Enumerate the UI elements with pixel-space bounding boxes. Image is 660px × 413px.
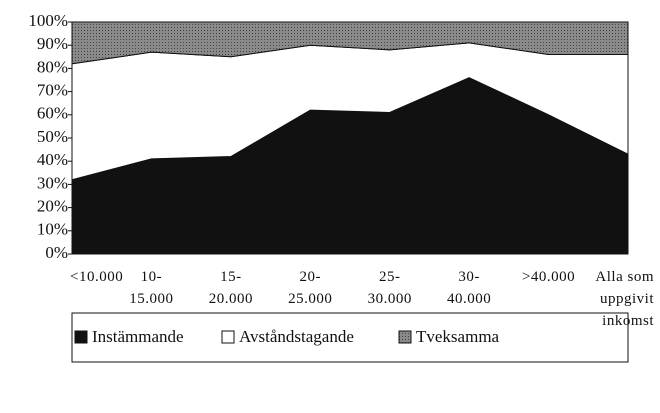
x-tick-label: Alla som uppgivit inkomst <box>595 269 654 329</box>
y-tick-label: 40% <box>37 150 68 169</box>
y-tick-label: 0% <box>45 243 68 262</box>
y-tick-label: 30% <box>37 173 68 192</box>
y-tick-label: 90% <box>37 34 68 53</box>
x-tick-label: <10.000 <box>70 269 124 285</box>
y-tick-label: 100% <box>28 11 68 30</box>
legend-swatch <box>221 330 235 344</box>
x-tick-label: 20- 25.000 <box>288 269 333 307</box>
legend-label: Instämmande <box>92 327 184 346</box>
y-tick-label: 80% <box>37 57 68 76</box>
legend-swatch <box>74 330 88 344</box>
legend-swatch <box>398 330 412 344</box>
area <box>71 21 629 65</box>
x-tick-label: 25- 30.000 <box>367 269 412 307</box>
y-tick-label: 60% <box>37 104 68 123</box>
legend-box <box>71 312 629 363</box>
x-tick-label: 30- 40.000 <box>447 269 492 307</box>
x-tick-label: 15- 20.000 <box>208 269 253 307</box>
y-tick-label: 10% <box>37 220 68 239</box>
legend-label: Avståndstagande <box>239 327 354 346</box>
legend-label: Tveksamma <box>416 327 500 346</box>
x-tick-label: 10- 15.000 <box>129 269 174 307</box>
y-tick-label: 70% <box>37 81 68 100</box>
x-tick-label: >40.000 <box>521 269 576 285</box>
y-tick-label: 50% <box>37 127 68 146</box>
y-tick-label: 20% <box>37 197 68 216</box>
